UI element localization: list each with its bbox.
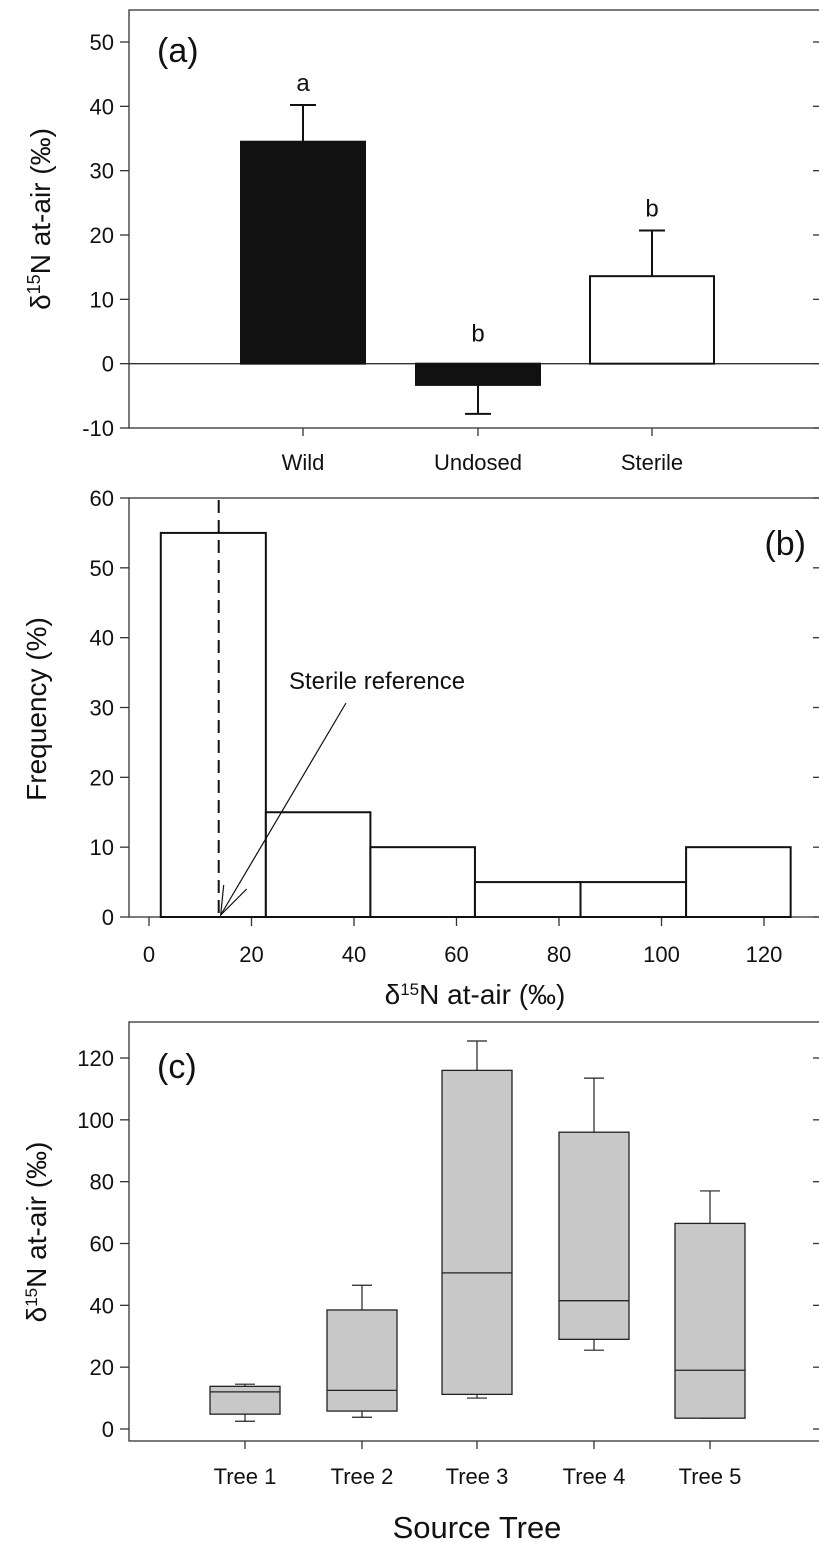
histogram-bar — [159, 531, 267, 919]
panel-c-frame — [128, 1021, 819, 1442]
histogram-bar — [473, 881, 582, 918]
y-tick-label: 10 — [90, 835, 114, 860]
y-tick-label: 20 — [90, 223, 114, 248]
box — [209, 1385, 281, 1415]
bar — [415, 362, 541, 386]
y-axis-title-delta: δ — [21, 1307, 52, 1323]
panel-a-x-labels: Wild Undosed Sterile — [282, 450, 684, 475]
annotation-arrow-shaft — [220, 702, 347, 916]
y-tick-label: 50 — [90, 30, 114, 55]
significance-label: a — [296, 70, 310, 97]
y-axis-title-rest: N at-air (‰) — [21, 1142, 52, 1288]
panel-b-x-ticks: 0 20 40 60 80 100 120 — [143, 917, 782, 967]
annotation-arrow — [219, 702, 347, 917]
panel-label-c: (c) — [157, 1048, 197, 1086]
annotation-text: Sterile reference — [289, 668, 465, 695]
x-tick-label: 0 — [143, 942, 155, 967]
box — [558, 1131, 630, 1340]
y-tick-label: 0 — [102, 905, 114, 930]
significance-label: b — [645, 195, 658, 222]
y-tick-label: 100 — [77, 1108, 114, 1133]
tick-label: Undosed — [434, 450, 522, 475]
tick-label: Tree 1 — [214, 1464, 277, 1489]
x-axis-title-superscript: 15 — [400, 980, 419, 999]
box — [441, 1069, 513, 1396]
y-tick-label: 30 — [90, 696, 114, 721]
y-axis-title: Frequency (%) — [21, 617, 52, 801]
y-tick-label: 20 — [90, 1355, 114, 1380]
panel-label-a: (a) — [157, 32, 199, 70]
tick-label: Tree 4 — [563, 1464, 626, 1489]
significance-label: b — [471, 321, 484, 348]
histogram-bar — [369, 846, 476, 919]
y-tick-label: 40 — [90, 1293, 114, 1318]
y-tick-label: 0 — [102, 1417, 114, 1442]
panel-c-x-labels: Tree 1 Tree 2 Tree 3 Tree 4 Tree 5 — [214, 1464, 742, 1489]
histogram-bar — [579, 881, 688, 918]
tick-label: Sterile — [621, 450, 683, 475]
tick-label: Tree 2 — [331, 1464, 394, 1489]
box — [326, 1309, 398, 1412]
x-tick-label: 80 — [547, 942, 571, 967]
panel-label-b: (b) — [764, 525, 806, 563]
x-axis-title-rest: N at-air (‰) — [419, 979, 565, 1010]
panel-c-boxes — [209, 1040, 746, 1449]
x-axis-title: Source Tree — [393, 1510, 562, 1542]
y-tick-label: 0 — [102, 352, 114, 377]
box — [674, 1222, 746, 1419]
tick-label: Tree 5 — [679, 1464, 742, 1489]
y-tick-label: 40 — [90, 626, 114, 651]
panel-c-y-ticks: 120 100 80 60 40 20 0 — [77, 1046, 819, 1442]
y-axis-title-superscript: 15 — [24, 274, 44, 294]
x-tick-label: 40 — [342, 942, 366, 967]
x-axis-title: δ15N at-air (‰) — [385, 979, 566, 1010]
panel-c-box-plot: 120 100 80 60 40 20 0 Tree 1 Tree 2 Tree 3 Tre… — [21, 1021, 819, 1542]
y-tick-label: 120 — [77, 1046, 114, 1071]
y-tick-label: 20 — [90, 765, 114, 790]
histogram-bar — [264, 811, 372, 918]
y-tick-label: -10 — [82, 416, 114, 441]
x-tick-label: 60 — [444, 942, 468, 967]
panel-a-frame — [128, 9, 819, 429]
panel-b-y-ticks: 60 50 40 30 20 10 0 — [90, 486, 819, 930]
y-axis-title: δ15N at-air (‰) — [21, 1142, 52, 1323]
y-axis-title-delta: δ — [25, 294, 56, 310]
bar — [240, 140, 366, 365]
bar — [589, 275, 715, 365]
y-axis-title-rest: N at-air (‰) — [25, 128, 56, 274]
y-tick-label: 10 — [90, 287, 114, 312]
panel-a-bars: a b b — [240, 70, 715, 415]
annotation-arrow-head — [219, 884, 248, 917]
y-axis-title: δ15N at-air (‰) — [24, 128, 56, 310]
y-tick-label: 60 — [90, 1232, 114, 1257]
tick-label: Tree 3 — [446, 1464, 509, 1489]
x-tick-label: 120 — [746, 942, 783, 967]
y-tick-label: 60 — [90, 486, 114, 511]
histogram-bar — [685, 846, 792, 919]
y-tick-label: 50 — [90, 556, 114, 581]
y-tick-label: 40 — [90, 94, 114, 119]
x-tick-label: 20 — [239, 942, 263, 967]
panel-b-bars — [159, 531, 792, 919]
y-tick-label: 80 — [90, 1170, 114, 1195]
x-axis-title-delta: δ — [385, 979, 401, 1010]
tick-label: Wild — [282, 450, 325, 475]
x-tick-label: 100 — [643, 942, 680, 967]
y-tick-label: 30 — [90, 159, 114, 184]
y-axis-title-superscript: 15 — [22, 1288, 41, 1307]
